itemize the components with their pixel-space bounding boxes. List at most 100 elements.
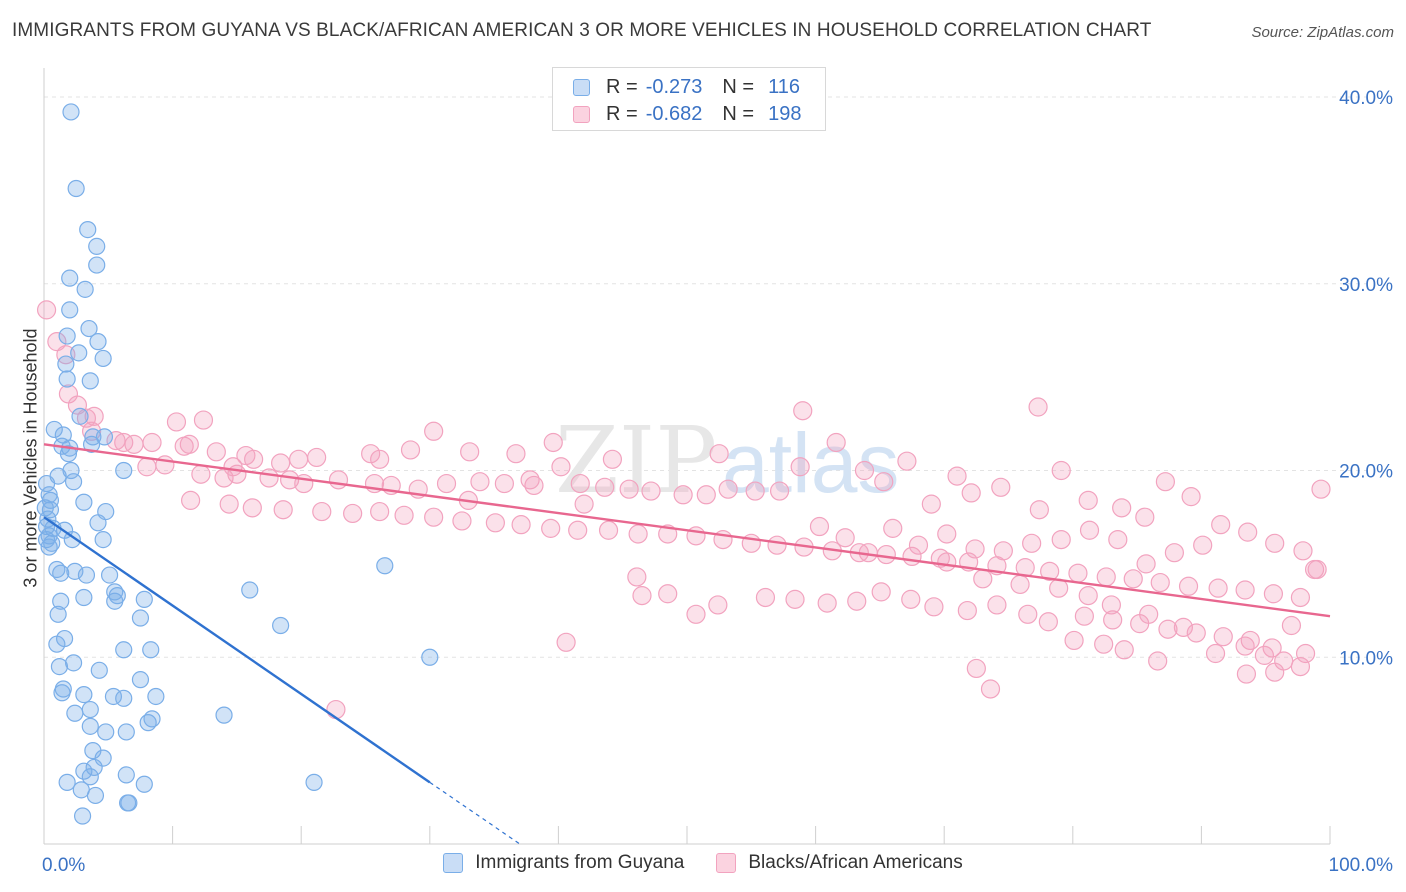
data-point-black-african-american <box>767 535 787 555</box>
data-point-guyana <box>89 333 107 351</box>
data-point-black-african-american <box>84 406 104 426</box>
y-tick-label: 40.0% <box>1339 88 1393 109</box>
data-point-black-african-american <box>854 460 875 481</box>
data-point-guyana <box>81 768 99 786</box>
data-point-guyana <box>117 766 135 784</box>
data-point-black-african-american <box>137 457 157 477</box>
data-point-black-african-american <box>769 481 790 501</box>
data-point-guyana <box>75 685 93 704</box>
data-point-black-african-american <box>326 699 346 720</box>
data-point-black-african-american <box>835 528 855 548</box>
data-point-black-african-american <box>67 395 88 415</box>
data-point-black-african-american <box>1139 604 1159 624</box>
series-legend-guyana[interactable]: Immigrants from Guyana <box>443 852 684 874</box>
data-point-black-african-american <box>400 440 421 460</box>
data-point-black-african-american <box>1254 645 1275 665</box>
data-point-guyana <box>50 657 69 676</box>
data-point-black-african-american <box>114 432 134 453</box>
data-point-black-african-american <box>632 586 652 606</box>
data-point-black-african-american <box>551 457 571 477</box>
data-point-black-african-american <box>1236 664 1257 684</box>
data-point-guyana <box>106 592 124 610</box>
data-point-black-african-american <box>193 410 214 430</box>
data-point-black-african-american <box>1135 507 1155 527</box>
data-point-guyana <box>52 564 70 582</box>
data-point-black-african-american <box>921 494 941 514</box>
data-point-black-african-american <box>494 473 514 494</box>
data-point-black-african-american <box>602 449 623 469</box>
data-point-black-african-american <box>1078 490 1098 510</box>
data-point-black-african-american <box>1290 587 1311 608</box>
legend-n-value: 198 <box>768 102 802 125</box>
data-point-guyana <box>94 349 112 368</box>
data-point-black-african-american <box>36 300 57 320</box>
legend-n-label: N = <box>722 102 755 125</box>
data-point-guyana <box>376 557 394 575</box>
trend-line-guyana-extension <box>429 781 521 845</box>
data-point-guyana <box>131 671 150 689</box>
data-point-black-african-american <box>817 593 837 613</box>
data-point-guyana <box>58 327 76 345</box>
data-point-black-african-american <box>1290 656 1311 677</box>
data-point-black-african-american <box>1028 397 1048 417</box>
data-point-guyana <box>82 435 101 453</box>
data-point-guyana <box>52 592 70 610</box>
grid-lines <box>44 96 1370 658</box>
data-point-guyana <box>37 474 56 493</box>
data-point-black-african-american <box>957 600 977 621</box>
data-point-black-african-american <box>1108 529 1128 550</box>
data-point-black-african-american <box>966 658 986 679</box>
data-point-black-african-american <box>708 595 728 615</box>
data-point-black-african-american <box>793 401 813 421</box>
data-point-black-african-american <box>574 494 594 514</box>
data-point-black-african-american <box>361 444 381 464</box>
data-point-black-african-american <box>1158 619 1178 639</box>
data-point-black-african-american <box>809 516 830 537</box>
series-legend-black-african-american[interactable]: Blacks/African Americans <box>716 852 963 874</box>
data-point-black-african-american <box>166 412 187 432</box>
data-point-black-african-american <box>1096 567 1116 587</box>
data-point-black-african-american <box>937 552 957 572</box>
data-point-guyana <box>64 654 83 672</box>
data-point-black-african-american <box>511 515 531 535</box>
data-point-guyana <box>88 256 106 274</box>
data-point-black-african-american <box>1311 479 1331 499</box>
y-tick-label: 20.0% <box>1339 462 1393 483</box>
data-point-guyana <box>48 635 66 653</box>
data-point-black-african-american <box>106 431 126 451</box>
data-point-black-african-american <box>847 591 867 611</box>
data-point-guyana <box>40 538 58 556</box>
data-point-black-african-american <box>924 597 944 617</box>
data-point-black-african-american <box>219 494 239 514</box>
axes <box>43 68 1331 845</box>
data-point-black-african-american <box>598 520 619 540</box>
data-point-black-african-american <box>628 524 648 544</box>
data-point-black-african-american <box>470 472 490 492</box>
data-point-black-african-american <box>179 434 199 454</box>
x-tick-label-max: 100.0% <box>1329 855 1394 876</box>
data-point-black-african-american <box>1281 615 1302 636</box>
data-point-guyana <box>421 648 439 666</box>
data-point-black-african-american <box>1235 580 1255 600</box>
data-point-black-african-american <box>876 544 896 565</box>
data-point-black-african-american <box>1263 584 1284 604</box>
data-point-black-african-american <box>1235 636 1255 656</box>
data-point-black-african-american <box>370 449 390 469</box>
data-point-black-african-american <box>937 524 957 544</box>
data-point-black-african-american <box>883 518 903 538</box>
data-point-black-african-american <box>1018 604 1038 624</box>
legend-row-guyana: R = -0.273 N = 116 <box>573 76 800 98</box>
data-point-black-african-american <box>568 520 588 540</box>
data-point-guyana <box>66 704 84 722</box>
data-point-guyana <box>86 786 105 805</box>
data-point-guyana <box>62 103 80 121</box>
data-point-guyana <box>81 700 99 719</box>
data-point-black-african-american <box>1238 522 1258 542</box>
data-point-guyana <box>70 344 88 362</box>
data-point-black-african-american <box>1064 630 1084 651</box>
data-point-black-african-american <box>980 679 1001 699</box>
source-label: Source: ZipAtlas.com <box>1251 24 1394 41</box>
data-point-guyana <box>215 706 233 724</box>
data-point-black-african-american <box>1078 586 1098 606</box>
